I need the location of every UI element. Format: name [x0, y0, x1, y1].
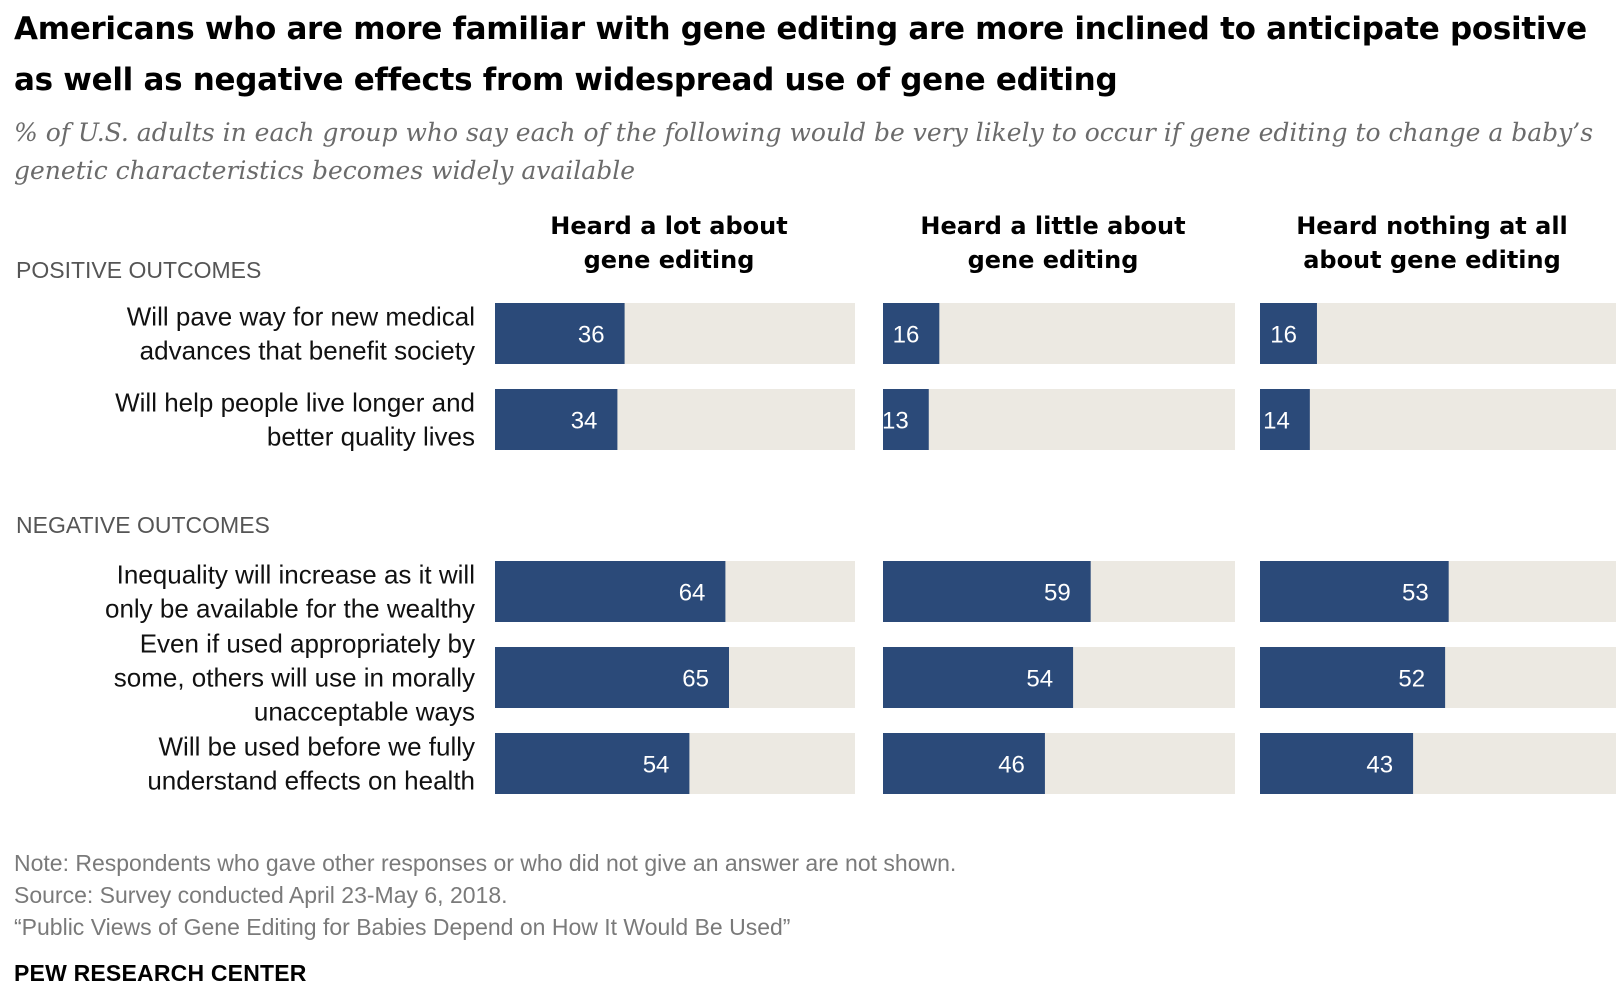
bar — [495, 389, 618, 450]
row-label: Even if used appropriately by — [140, 629, 475, 659]
bar-value-label: 36 — [578, 322, 605, 349]
bar-value-label: 13 — [882, 408, 909, 435]
bar — [1260, 733, 1414, 794]
row-label: Inequality will increase as it will — [117, 560, 475, 590]
bar — [883, 647, 1074, 708]
bar-value-label: 59 — [1044, 580, 1071, 607]
bar — [1260, 303, 1317, 364]
chart-title: Americans who are more familiar with gen… — [14, 11, 1587, 98]
brand-logo-text: PEW RESEARCH CENTER — [14, 960, 307, 986]
bar — [495, 733, 690, 794]
bar — [1260, 389, 1310, 450]
bar — [1260, 561, 1449, 622]
section-label: NEGATIVE OUTCOMES — [16, 512, 270, 538]
panel-header: about gene editing — [1303, 246, 1561, 274]
row-label: unacceptable ways — [254, 697, 475, 727]
bar-value-label: 43 — [1366, 752, 1393, 779]
bar-value-label: 52 — [1398, 666, 1425, 693]
chart-subtitle: % of U.S. adults in each group who say e… — [14, 118, 1594, 185]
bar — [883, 561, 1091, 622]
row-label: understand effects on health — [147, 766, 475, 796]
row-label: some, others will use in morally — [114, 663, 475, 693]
bar-value-label: 14 — [1263, 408, 1290, 435]
bar — [495, 303, 625, 364]
row-label: better quality lives — [267, 422, 475, 452]
panel-header: Heard a little about — [920, 212, 1185, 240]
bar-value-label: 46 — [998, 752, 1025, 779]
footer-note: Note: Respondents who gave other respons… — [14, 850, 957, 876]
bar-value-label: 16 — [893, 322, 920, 349]
row-label: Will help people live longer and — [115, 388, 475, 418]
panel-header: gene editing — [968, 246, 1139, 274]
footer-source: Source: Survey conducted April 23-May 6,… — [14, 882, 508, 908]
bar — [883, 303, 940, 364]
bar-track — [1260, 303, 1616, 364]
bar-value-label: 16 — [1270, 322, 1297, 349]
bar-track — [883, 303, 1235, 364]
chart-footer: Note: Respondents who gave other respons… — [14, 847, 1614, 943]
bar — [495, 647, 729, 708]
bar — [1260, 647, 1446, 708]
row-label: Will pave way for new medical — [127, 302, 475, 332]
panel-header: Heard nothing at all — [1296, 212, 1568, 240]
bar-track — [1260, 389, 1616, 450]
bar-value-label: 53 — [1402, 580, 1429, 607]
bar — [495, 561, 726, 622]
bar — [883, 733, 1045, 794]
bar-track — [883, 389, 1235, 450]
bar-value-label: 64 — [679, 580, 706, 607]
bar-value-label: 54 — [1026, 666, 1053, 693]
bar — [883, 389, 929, 450]
bar-value-label: 54 — [643, 752, 670, 779]
bar-value-label: 65 — [682, 666, 709, 693]
row-label: only be available for the wealthy — [105, 594, 475, 624]
footer-report-title: “Public Views of Gene Editing for Babies… — [14, 914, 791, 940]
row-label: advances that benefit society — [140, 336, 475, 366]
section-label: POSITIVE OUTCOMES — [16, 257, 261, 283]
bar-value-label: 34 — [571, 408, 598, 435]
row-label: Will be used before we fully — [159, 732, 475, 762]
panel-header: gene editing — [584, 246, 755, 274]
panel-header: Heard a lot about — [550, 212, 787, 240]
chart-canvas: Heard a lot about gene editing Heard a lit… — [16, 212, 1616, 796]
